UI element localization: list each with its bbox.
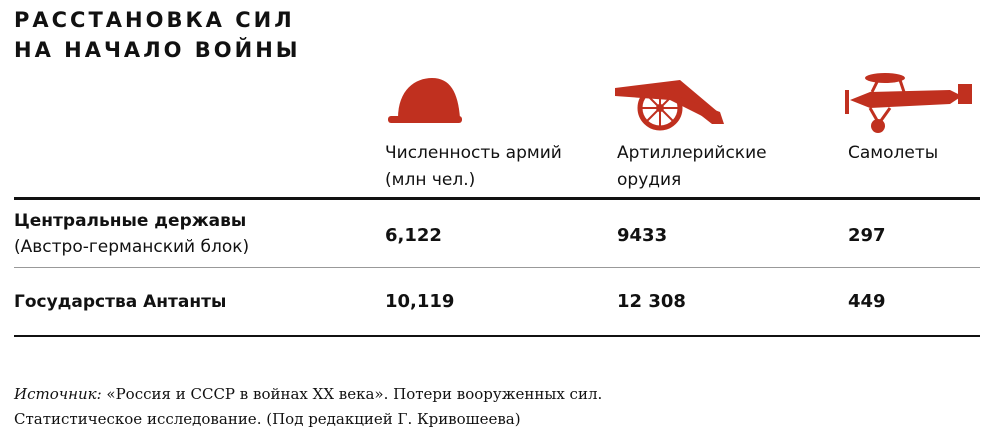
source-line: Статистическое исследование. (Под редакц… [14, 410, 521, 428]
rule [14, 335, 980, 337]
rule [14, 197, 980, 200]
header-line: орудия [617, 170, 682, 190]
cell: 6,122 [385, 225, 442, 246]
cell: 297 [848, 225, 886, 246]
source-text: «Россия и СССР в войнах XX века». Потери… [106, 385, 603, 403]
rule [14, 267, 980, 268]
column-header: Самолеты [848, 140, 938, 167]
cell: 9433 [617, 225, 668, 246]
icons [388, 73, 972, 133]
title-line: РАССТАНОВКА СИЛ [14, 8, 295, 32]
column-header: Артиллерийские орудия [617, 140, 767, 194]
helmet-icon [388, 78, 462, 123]
header-line: Артиллерийские [617, 143, 767, 163]
source-line: Источник: «Россия и СССР в войнах XX век… [14, 385, 602, 403]
cell: 10,119 [385, 291, 455, 312]
cell: 449 [848, 291, 886, 312]
row-name: Государства Антанты [14, 292, 227, 312]
title-line: НА НАЧАЛО ВОЙНЫ [14, 38, 301, 62]
header-line: Самолеты [848, 143, 939, 163]
header-line: Численность армий [385, 143, 562, 163]
row-note: (Австро-германский блок) [14, 237, 250, 257]
column-header: Численность армий (млн чел.) [385, 140, 562, 194]
cell: 12 308 [617, 291, 686, 312]
row-name: Центральные державы [14, 211, 247, 231]
header-line: (млн чел.) [385, 170, 476, 190]
source-label: Источник: [14, 385, 102, 403]
cannon-icon [615, 80, 724, 131]
plane-icon [845, 73, 972, 133]
